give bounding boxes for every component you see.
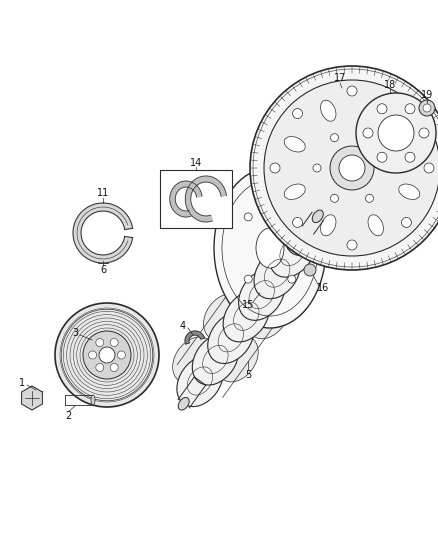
Circle shape [293, 217, 303, 228]
Ellipse shape [239, 269, 285, 320]
Circle shape [244, 275, 252, 283]
Circle shape [304, 264, 316, 276]
Circle shape [365, 195, 374, 203]
Ellipse shape [264, 80, 438, 256]
Ellipse shape [234, 251, 276, 297]
Circle shape [347, 86, 357, 96]
Ellipse shape [173, 337, 214, 383]
Text: 5: 5 [245, 370, 251, 380]
Ellipse shape [278, 249, 320, 296]
Text: 14: 14 [190, 158, 202, 168]
Circle shape [405, 104, 415, 114]
Circle shape [110, 338, 118, 346]
Circle shape [110, 364, 118, 372]
Text: 16: 16 [317, 283, 329, 293]
Circle shape [288, 275, 296, 283]
Ellipse shape [368, 100, 383, 121]
Circle shape [117, 351, 125, 359]
Circle shape [96, 338, 104, 346]
Text: 4: 4 [180, 321, 186, 331]
Text: 18: 18 [384, 80, 396, 90]
Circle shape [270, 163, 280, 173]
Ellipse shape [285, 204, 331, 256]
Ellipse shape [284, 136, 305, 152]
Polygon shape [185, 331, 205, 344]
Text: 2: 2 [65, 411, 71, 421]
Ellipse shape [177, 356, 223, 407]
Ellipse shape [91, 395, 95, 405]
Text: 19: 19 [421, 90, 433, 100]
Ellipse shape [321, 100, 336, 121]
Text: 11: 11 [97, 188, 109, 198]
Ellipse shape [178, 398, 189, 410]
Ellipse shape [399, 136, 420, 152]
Ellipse shape [254, 247, 300, 299]
Circle shape [331, 134, 339, 142]
Circle shape [88, 351, 97, 359]
Ellipse shape [399, 184, 420, 199]
Ellipse shape [208, 312, 254, 364]
Ellipse shape [330, 146, 374, 190]
Circle shape [99, 347, 115, 363]
Circle shape [402, 109, 411, 118]
Ellipse shape [339, 155, 365, 181]
Polygon shape [170, 181, 202, 217]
Circle shape [419, 128, 429, 138]
Circle shape [377, 152, 387, 162]
Ellipse shape [223, 290, 269, 342]
Ellipse shape [265, 207, 307, 254]
Circle shape [293, 109, 303, 118]
Circle shape [313, 164, 321, 172]
Polygon shape [73, 203, 133, 263]
Ellipse shape [356, 93, 436, 173]
Circle shape [96, 364, 104, 372]
Circle shape [365, 134, 374, 142]
Polygon shape [21, 386, 42, 410]
Ellipse shape [321, 215, 336, 236]
Circle shape [383, 164, 391, 172]
Circle shape [331, 195, 339, 203]
Text: 15: 15 [242, 300, 254, 310]
Ellipse shape [378, 115, 414, 151]
Circle shape [423, 104, 431, 112]
Ellipse shape [83, 331, 131, 379]
Circle shape [363, 128, 373, 138]
Ellipse shape [312, 210, 323, 223]
Circle shape [405, 152, 415, 162]
Ellipse shape [256, 228, 284, 268]
Bar [160, 170, 232, 228]
Ellipse shape [216, 336, 258, 382]
Circle shape [419, 100, 435, 116]
Text: 1: 1 [19, 378, 25, 388]
Circle shape [347, 240, 357, 250]
Text: 3: 3 [72, 328, 78, 338]
Circle shape [402, 217, 411, 228]
Circle shape [377, 104, 387, 114]
Circle shape [244, 213, 252, 221]
Polygon shape [185, 176, 226, 222]
Circle shape [288, 213, 296, 221]
Ellipse shape [55, 303, 159, 407]
Text: 6: 6 [100, 265, 106, 275]
Ellipse shape [368, 215, 383, 236]
Text: 17: 17 [334, 73, 346, 83]
Ellipse shape [214, 168, 326, 328]
Ellipse shape [284, 184, 305, 199]
Ellipse shape [204, 294, 245, 340]
Ellipse shape [269, 226, 316, 277]
Circle shape [424, 163, 434, 173]
Ellipse shape [192, 334, 239, 385]
Ellipse shape [250, 66, 438, 270]
Ellipse shape [247, 293, 289, 339]
